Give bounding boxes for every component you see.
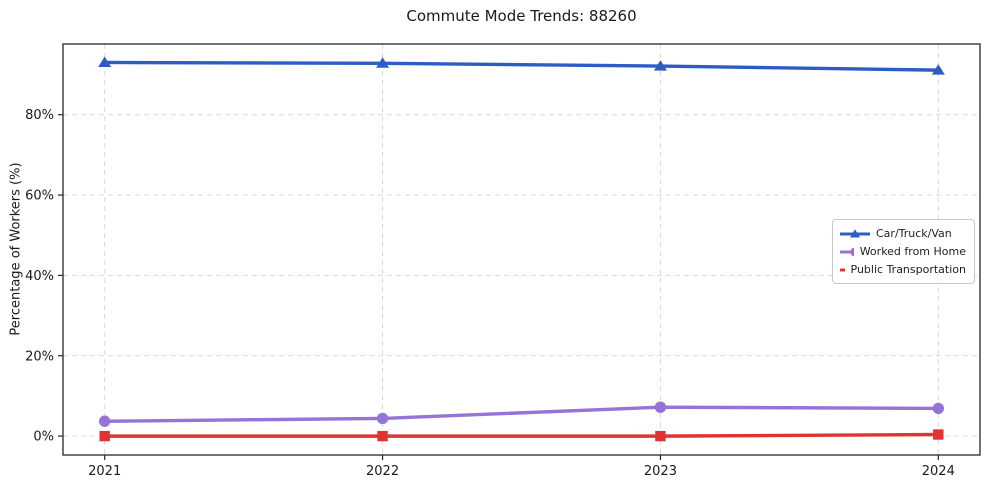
legend-item-car-truck-van: Car/Truck/Van (840, 226, 966, 241)
legend-label: Car/Truck/Van (876, 227, 952, 240)
triangle-marker (850, 228, 860, 237)
chart-title: Commute Mode Trends: 88260 (406, 7, 637, 25)
x-tick-label: 2024 (922, 464, 955, 479)
x-tick-label: 2022 (366, 464, 399, 479)
square-legend-marker-icon (840, 268, 845, 271)
y-tick-label: 40% (25, 269, 54, 284)
x-tick-label: 2023 (644, 464, 677, 479)
y-tick-label: 60% (25, 189, 54, 204)
square-marker (933, 429, 944, 440)
y-tick-label: 20% (25, 349, 54, 364)
circle-legend-marker-icon (840, 247, 854, 256)
circle-marker (376, 412, 389, 425)
triangle-marker (653, 60, 667, 71)
triangle-marker (931, 64, 945, 75)
circle-marker (850, 247, 854, 256)
triangle-marker (376, 57, 390, 68)
square-marker (377, 430, 388, 442)
series-line-public-transportation (102, 432, 941, 438)
y-tick-label: 80% (25, 108, 54, 123)
legend-label: Public Transportation (850, 263, 966, 276)
series-line-car-truck-van (102, 60, 941, 72)
square-marker (655, 430, 666, 442)
square-marker (99, 430, 110, 442)
triangle-marker (98, 56, 112, 67)
series-line-worked-from-home (102, 405, 941, 423)
axes-spines (62, 43, 981, 456)
triangle-legend-marker-icon (840, 228, 870, 237)
legend-label: Worked from Home (859, 245, 966, 258)
x-tick-label: 2021 (88, 464, 121, 479)
circle-marker (98, 415, 111, 427)
legend: Car/Truck/Van Worked from Home Public Tran… (832, 219, 975, 284)
circle-marker (654, 401, 667, 413)
circle-marker (932, 402, 945, 415)
y-tick-label: 0% (33, 430, 54, 445)
legend-item-worked-from-home: Worked from Home (840, 244, 966, 259)
legend-item-public-transportation: Public Transportation (840, 262, 966, 277)
